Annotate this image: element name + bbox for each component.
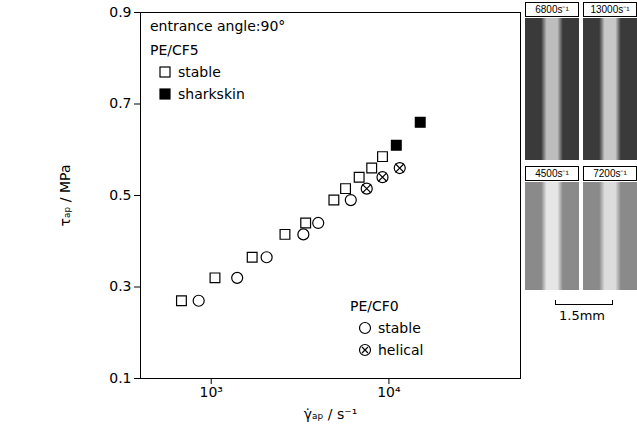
html-text:1.5mm: 1.5mm [559, 308, 605, 323]
html-text:PE/CF5: PE/CF5 [150, 42, 199, 58]
html-text:4500s⁻¹: 4500s⁻¹ [535, 168, 569, 179]
svg-text:0.9: 0.9 [109, 4, 131, 20]
html-text:stable: stable [378, 320, 421, 336]
svg-text:10⁴: 10⁴ [377, 384, 401, 400]
html-text:stable: stable [178, 64, 221, 80]
html-text:13000s⁻¹: 13000s⁻¹ [590, 4, 630, 15]
svg-text:0.1: 0.1 [109, 370, 131, 386]
html-text:7200s⁻¹: 7200s⁻¹ [593, 168, 627, 179]
svg-text:0.5: 0.5 [109, 187, 131, 203]
svg-text:0.3: 0.3 [109, 278, 131, 294]
svg-text:γ̇ₐₚ / s⁻¹: γ̇ₐₚ / s⁻¹ [304, 406, 358, 422]
html-text:PE/CF0: PE/CF0 [350, 298, 399, 314]
html-text:sharkskin: sharkskin [178, 86, 245, 102]
svg-text:10³: 10³ [199, 384, 222, 400]
svg-text:0.7: 0.7 [109, 95, 131, 111]
svg-text:τₐₚ / MPa: τₐₚ / MPa [57, 165, 73, 227]
html-text:6800s⁻¹: 6800s⁻¹ [535, 4, 569, 15]
html-text:entrance angle:90°: entrance angle:90° [150, 18, 286, 34]
html-text:helical: helical [378, 342, 424, 358]
